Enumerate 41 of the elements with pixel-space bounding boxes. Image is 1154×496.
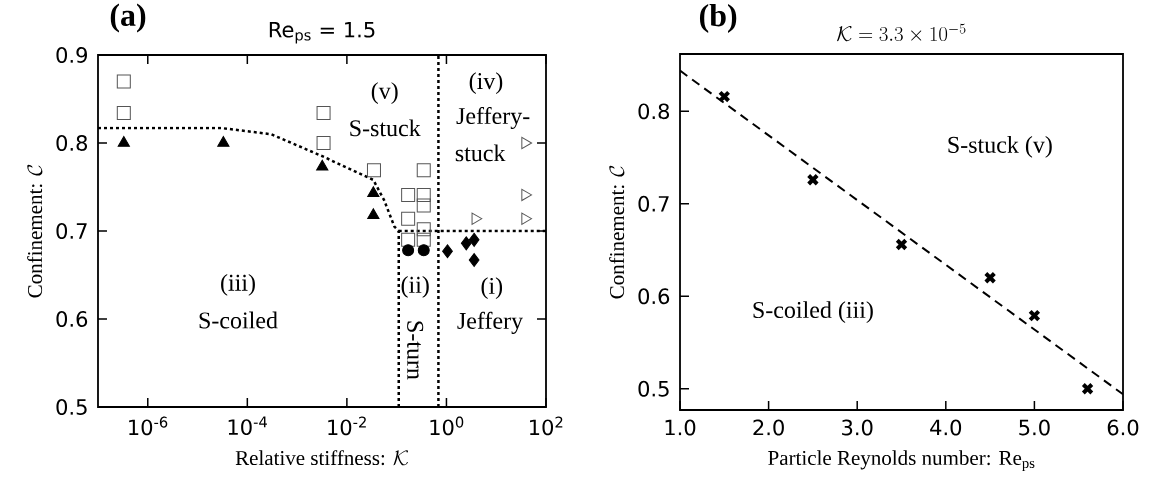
annotation: S-turn <box>407 321 424 380</box>
x-tick-label: 4.0 <box>930 419 962 436</box>
x-axis-title: Particle Reynolds number: Re$_{ps}$ <box>768 450 1035 472</box>
annotation: stuck <box>455 144 506 162</box>
x-tick-label: 10$^{2}$ <box>530 416 563 436</box>
x-tick-label: 3.0 <box>842 419 873 436</box>
annotation: (iv) <box>469 72 503 95</box>
y-tick-label: 0.7 <box>56 223 87 239</box>
annotation: S-coiled (iii) <box>753 301 873 323</box>
annotation: (v) <box>371 82 398 104</box>
annotation: Jeffery- <box>456 106 530 130</box>
x-tick-label: 5.0 <box>1019 419 1050 436</box>
y-tick-label: 0.8 <box>56 135 88 151</box>
x-tick-label: 2.0 <box>753 419 784 436</box>
x-tick-label: 10$^{0}$ <box>430 416 464 436</box>
y-tick-label: 0.6 <box>638 288 670 305</box>
y-tick-label: 0.6 <box>56 311 88 327</box>
y-tick-label: 0.5 <box>56 399 87 415</box>
y-tick-label: 0.9 <box>56 47 87 63</box>
x-tick-label: 10$^{-2}$ <box>328 416 366 436</box>
annotation: S-stuck <box>350 119 421 137</box>
y-axis-title: $\textrm{Confinement: }\mathcal{C}$ <box>27 164 43 298</box>
chart-title: $\mathcal{K} = 3.3\times 10^{-5}$ <box>836 23 966 42</box>
x-tick-label: 1.0 <box>665 419 696 436</box>
annotation: S-coiled <box>199 311 278 329</box>
annotation: S-stuck (v) <box>948 136 1052 158</box>
y-tick-label: 0.7 <box>638 195 669 212</box>
annotation: (iii) <box>221 273 255 296</box>
annotation: (ii) <box>401 276 429 298</box>
y-tick-label: 0.8 <box>638 103 670 120</box>
text: (a) <box>110 3 146 33</box>
chart-title: Re$_{ps}$ = 1.5 <box>269 21 375 44</box>
y-axis-title: $\textrm{Confinement: }\mathcal{C}$ <box>609 165 625 299</box>
annotation: Jeffery <box>457 311 523 334</box>
x-axis-title: $\textrm{Relative stiffness: }\mathcal{K}$ <box>235 450 408 466</box>
annotation: (i) <box>481 277 503 299</box>
x-tick-label: 10$^{-4}$ <box>228 416 267 436</box>
x-tick-label: 6.0 <box>1107 419 1139 436</box>
x-tick-label: 10$^{-6}$ <box>129 416 168 436</box>
y-tick-label: 0.5 <box>638 380 669 397</box>
text: (b) <box>699 3 737 33</box>
